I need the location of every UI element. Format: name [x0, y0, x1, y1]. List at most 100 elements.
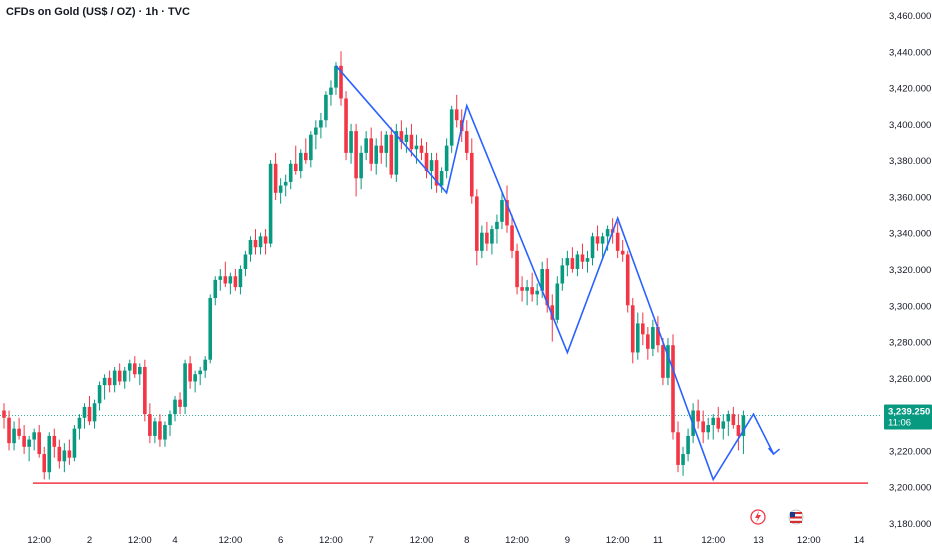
candle-body — [77, 417, 82, 429]
y-tick-label: 3,200.000 — [889, 483, 931, 494]
candle-body — [515, 250, 519, 288]
candle-body — [82, 406, 87, 418]
candle-body — [369, 138, 373, 164]
candle-body — [283, 181, 288, 186]
candle-body — [238, 269, 243, 288]
candle-body — [731, 414, 736, 426]
x-tick-label: 7 — [369, 535, 374, 546]
candle-body — [47, 435, 52, 473]
candle-body — [218, 276, 223, 280]
candle-body — [394, 131, 399, 175]
candle-body — [223, 276, 228, 284]
candle-body — [590, 236, 595, 259]
x-tick-label: 4 — [172, 535, 177, 546]
candle-body — [495, 221, 499, 230]
candle-body — [480, 232, 484, 251]
current-price-tag[interactable] — [884, 404, 932, 430]
candle-body — [228, 276, 233, 284]
candle-body — [37, 432, 42, 455]
candle-body — [364, 138, 368, 153]
y-tick-label: 3,440.000 — [889, 47, 931, 58]
candle-body — [424, 152, 429, 172]
candle-body — [525, 287, 529, 291]
y-tick-label: 3,340.000 — [889, 229, 931, 240]
y-tick-label: 3,220.000 — [889, 446, 931, 457]
candle-body — [615, 232, 620, 251]
candle-body — [233, 276, 238, 288]
candle-body — [117, 370, 122, 382]
candle-body — [67, 450, 72, 458]
lightning-icon[interactable] — [750, 509, 766, 525]
candle-body — [243, 254, 248, 269]
candle-body — [389, 134, 394, 175]
x-tick-label: 14 — [854, 535, 865, 546]
candle-body — [475, 196, 479, 251]
candle-body — [112, 370, 117, 386]
candle-body — [354, 131, 358, 179]
candle-body — [721, 421, 726, 429]
x-tick-label: 12:00 — [701, 535, 725, 546]
candle-body — [560, 265, 565, 284]
candle-body — [681, 454, 685, 465]
candle-body — [500, 200, 504, 222]
candle-body — [409, 134, 414, 150]
candle-body — [449, 109, 454, 146]
candle-body — [671, 345, 675, 433]
candle-body — [434, 160, 439, 186]
candle-body — [454, 109, 459, 121]
candle-body — [324, 94, 328, 121]
candle-body — [12, 428, 16, 444]
x-tick-label: 6 — [278, 535, 283, 546]
candle-body — [384, 134, 389, 153]
candle-body — [314, 127, 318, 135]
y-tick-label: 3,420.000 — [889, 84, 931, 95]
candle-body — [545, 269, 550, 306]
candle-body — [464, 131, 469, 153]
candle-body — [726, 414, 731, 422]
candle-body — [605, 229, 610, 237]
candle-body — [585, 258, 590, 262]
candle-body — [595, 236, 600, 244]
candle-body — [339, 65, 343, 99]
candle-body — [138, 366, 142, 375]
candle-body — [32, 432, 36, 440]
candle-body — [344, 98, 348, 153]
candle-body — [736, 425, 741, 436]
y-tick-label: 3,360.000 — [889, 192, 931, 203]
us-flag-icon[interactable] — [788, 509, 804, 525]
flag-canton — [790, 512, 795, 517]
candle-body — [273, 163, 278, 193]
candle-body — [490, 229, 494, 244]
candle-body — [540, 269, 545, 291]
candle-body — [102, 377, 107, 386]
candle-body — [7, 417, 11, 444]
x-tick-label: 12:00 — [319, 535, 343, 546]
candle-body — [248, 239, 253, 255]
candle-body — [97, 385, 102, 404]
x-tick-label: 11 — [653, 535, 663, 546]
candle-body — [268, 163, 273, 244]
candle-body — [304, 152, 308, 161]
candle-body — [439, 171, 444, 186]
x-tick-label: 12:00 — [128, 535, 152, 546]
y-tick-label: 3,380.000 — [889, 156, 931, 167]
chart-title: CFDs on Gold (US$ / OZ) · 1h · TVC — [6, 6, 190, 18]
x-tick-label: 12:00 — [218, 535, 242, 546]
candle-body — [143, 366, 147, 415]
candle-body — [620, 250, 625, 255]
candle-body — [92, 403, 97, 422]
flag-stripe — [790, 516, 802, 519]
candle-body — [706, 425, 710, 433]
candle-body — [72, 428, 77, 458]
x-tick-label: 9 — [565, 535, 570, 546]
x-tick-label: 12:00 — [797, 535, 821, 546]
candle-body — [374, 145, 379, 164]
candle-body — [429, 160, 434, 172]
candle-body — [87, 406, 92, 422]
candle-body — [641, 323, 645, 335]
candle-body — [505, 200, 509, 226]
y-tick-label: 3,300.000 — [889, 301, 931, 312]
candle-body — [178, 399, 182, 407]
